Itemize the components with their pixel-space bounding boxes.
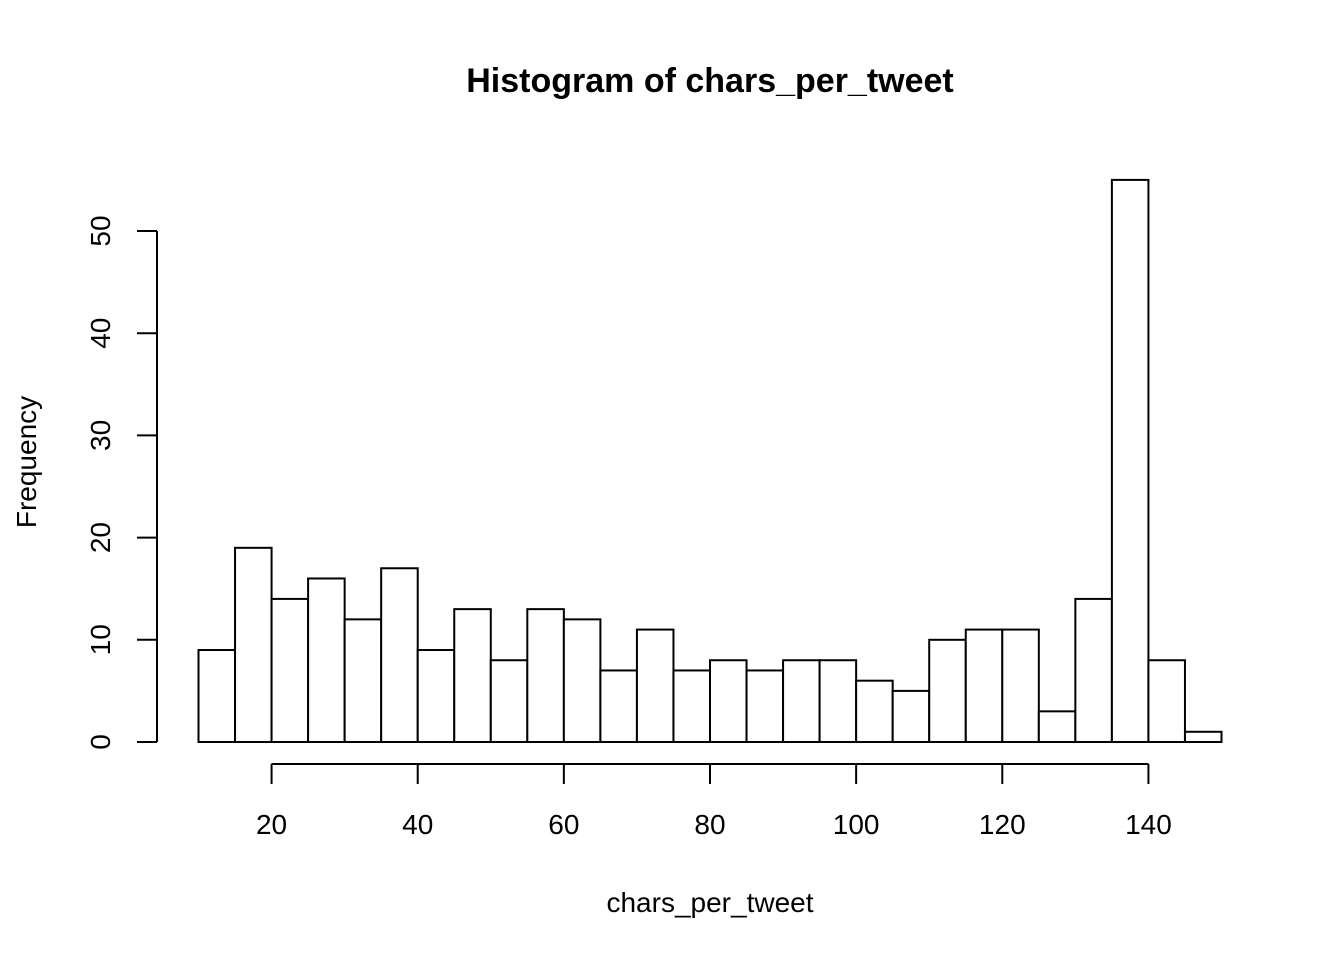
histogram-bar — [416, 649, 456, 744]
y-axis: 0 10 20 30 40 50 — [85, 215, 158, 750]
histogram-bar — [964, 628, 1004, 744]
histogram-bar — [380, 567, 419, 744]
histogram-bar — [234, 546, 273, 743]
y-tick-label: 20 — [85, 522, 116, 553]
x-tick-label: 120 — [979, 809, 1026, 840]
chart-title: Histogram of chars_per_tweet — [466, 62, 954, 100]
histogram-bar — [453, 608, 492, 744]
x-tick-label: 40 — [402, 809, 433, 840]
histogram-bar — [562, 618, 602, 743]
y-tick-label: 10 — [85, 624, 116, 655]
y-axis-label: Frequency — [11, 396, 42, 528]
y-tick-label: 30 — [85, 420, 116, 451]
x-tick-label: 80 — [694, 809, 725, 840]
histogram-bar — [1074, 597, 1113, 743]
histogram-bar — [1110, 178, 1150, 743]
histogram-bar — [307, 577, 346, 743]
x-tick-label: 140 — [1125, 809, 1172, 840]
histogram-bar — [782, 659, 821, 743]
histogram-bar — [709, 659, 748, 743]
histogram-bar — [1183, 730, 1223, 744]
histogram-bar — [818, 659, 858, 743]
histogram-bar — [270, 597, 310, 743]
histogram-bar — [197, 649, 237, 744]
histogram-bar — [745, 669, 785, 744]
histogram-bar — [672, 669, 712, 744]
histogram-bar — [1037, 710, 1077, 744]
y-tick-label: 40 — [85, 318, 116, 349]
y-tick-label: 0 — [85, 734, 116, 750]
histogram-bar — [928, 638, 967, 743]
x-axis-label: chars_per_tweet — [606, 887, 813, 918]
histogram-bar — [1001, 628, 1040, 744]
x-tick-label: 100 — [833, 809, 880, 840]
histogram-bars — [197, 178, 1223, 744]
histogram-bar — [1147, 659, 1186, 743]
histogram-bar — [855, 679, 894, 743]
histogram-bar — [489, 659, 529, 743]
histogram-bar — [635, 628, 675, 744]
histogram-bar — [599, 669, 638, 744]
histogram-bar — [891, 689, 931, 744]
histogram-bar — [526, 608, 565, 744]
x-tick-label: 20 — [256, 809, 287, 840]
x-axis: 20 40 60 80 100 120 140 — [256, 763, 1172, 840]
y-tick-label: 50 — [85, 215, 116, 246]
histogram-bar — [343, 618, 383, 743]
x-tick-label: 60 — [548, 809, 579, 840]
